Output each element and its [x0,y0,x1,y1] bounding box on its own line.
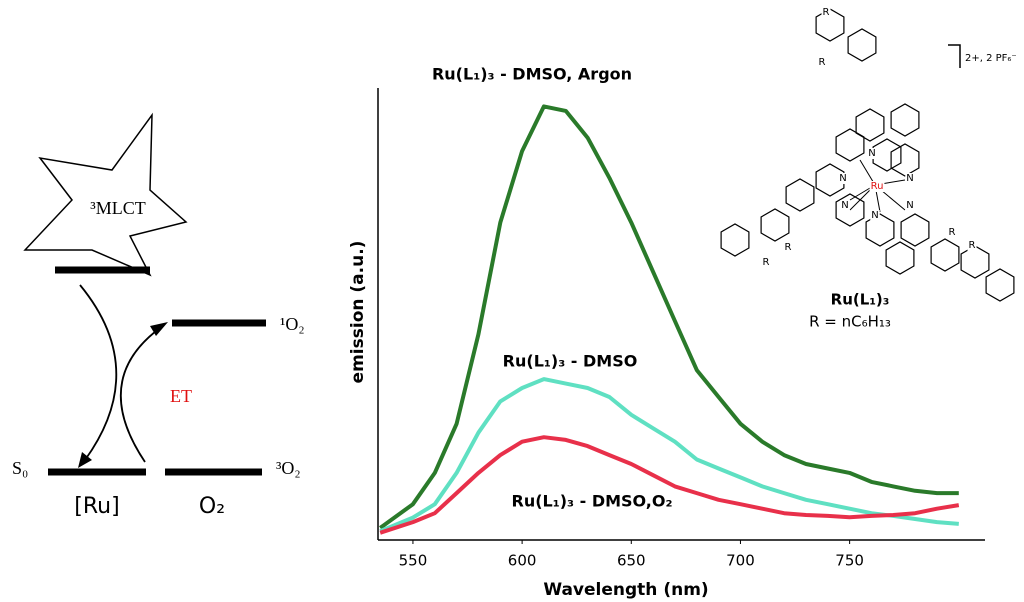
ring [900,213,930,247]
atom-label: N [906,200,913,211]
level-label: S₀ [12,458,28,478]
atom-bg [905,200,915,211]
ring [865,213,895,247]
atom-label: R [763,257,770,268]
x-tick-label: 550 [399,552,428,570]
atom-label: N [841,200,848,211]
atom-bg [821,7,831,18]
atom-bg [947,227,957,238]
charge-label: 2+, 2 PF₆⁻ [965,53,1017,64]
ring [890,143,920,177]
level-label: ³O₂ [276,458,301,478]
atom-bg [905,173,915,184]
arrow [119,327,161,463]
atom-bg [838,173,848,184]
atom-bg [867,148,877,159]
ring [847,28,877,62]
atom-label: R [949,227,956,238]
atom-bg [761,257,771,268]
species-label: O₂ [199,494,225,519]
series-line [379,104,959,530]
ring [815,163,845,197]
atom-label: R [969,240,976,251]
atom-label: N [839,173,846,184]
level-label: ¹O₂ [280,314,305,334]
series-line [379,435,960,535]
atom-label: R [785,242,792,253]
x-tick-label: 650 [617,552,646,570]
annotation: Ru(L₁)₃ - DMSO, Argon [432,65,632,84]
compound-name: Ru(L₁)₃ [831,291,890,309]
structure: 2+, 2 PF₆⁻ Ru(L₁)₃ R = nC₆H₁₃ Ru N N N N N N R R… [720,7,1017,331]
ring [885,241,915,275]
ring [835,193,865,227]
y-axis-title: emission (a.u.) [348,241,368,384]
substituent: R = nC₆H₁₃ [809,313,891,331]
star [23,112,188,277]
annotation: Ru(L₁)₃ - DMSO,O₂ [512,492,673,511]
atom-label: N [906,173,913,184]
atom-bg [817,57,827,68]
ring [720,223,750,257]
x-tick-label: 600 [508,552,537,570]
ring [872,138,902,172]
x-tick-label: 700 [726,552,755,570]
ring [890,103,920,137]
ring [760,208,790,242]
ring [785,178,815,212]
atom-label: R [823,7,830,18]
ring [960,245,990,279]
atom-bg [840,200,850,211]
x-tick-label: 750 [835,552,864,570]
species-label: [Ru] [74,494,119,519]
ring [930,238,960,272]
atom-label: N [871,210,878,221]
annotation: Ru(L₁)₃ - DMSO [503,352,638,371]
atom-label: R [819,57,826,68]
atom-label: N [868,148,875,159]
series-line [379,377,959,533]
x-axis-title: Wavelength (nm) [543,580,708,600]
state-label: ³MLCT [90,198,145,218]
arrowhead [78,452,92,468]
arrow [79,284,118,461]
ring [835,128,865,162]
energy-diagram: ³MLCT ¹O₂ ET S₀ ³O₂ [Ru] O₂ [12,112,305,519]
plot: Wavelength (nm) emission (a.u.) Ru(L₁)₃ … [348,65,985,600]
bracket [948,44,961,68]
bond [859,159,876,186]
ring [815,8,845,42]
ring [985,268,1015,302]
atom-bg [967,240,977,251]
atom-label: Ru [871,181,884,192]
et-label: ET [170,386,192,406]
arrowhead [150,322,168,336]
atom-bg [870,210,880,221]
ring [855,108,885,142]
atom-bg [783,242,793,253]
atom-bg [869,181,885,192]
